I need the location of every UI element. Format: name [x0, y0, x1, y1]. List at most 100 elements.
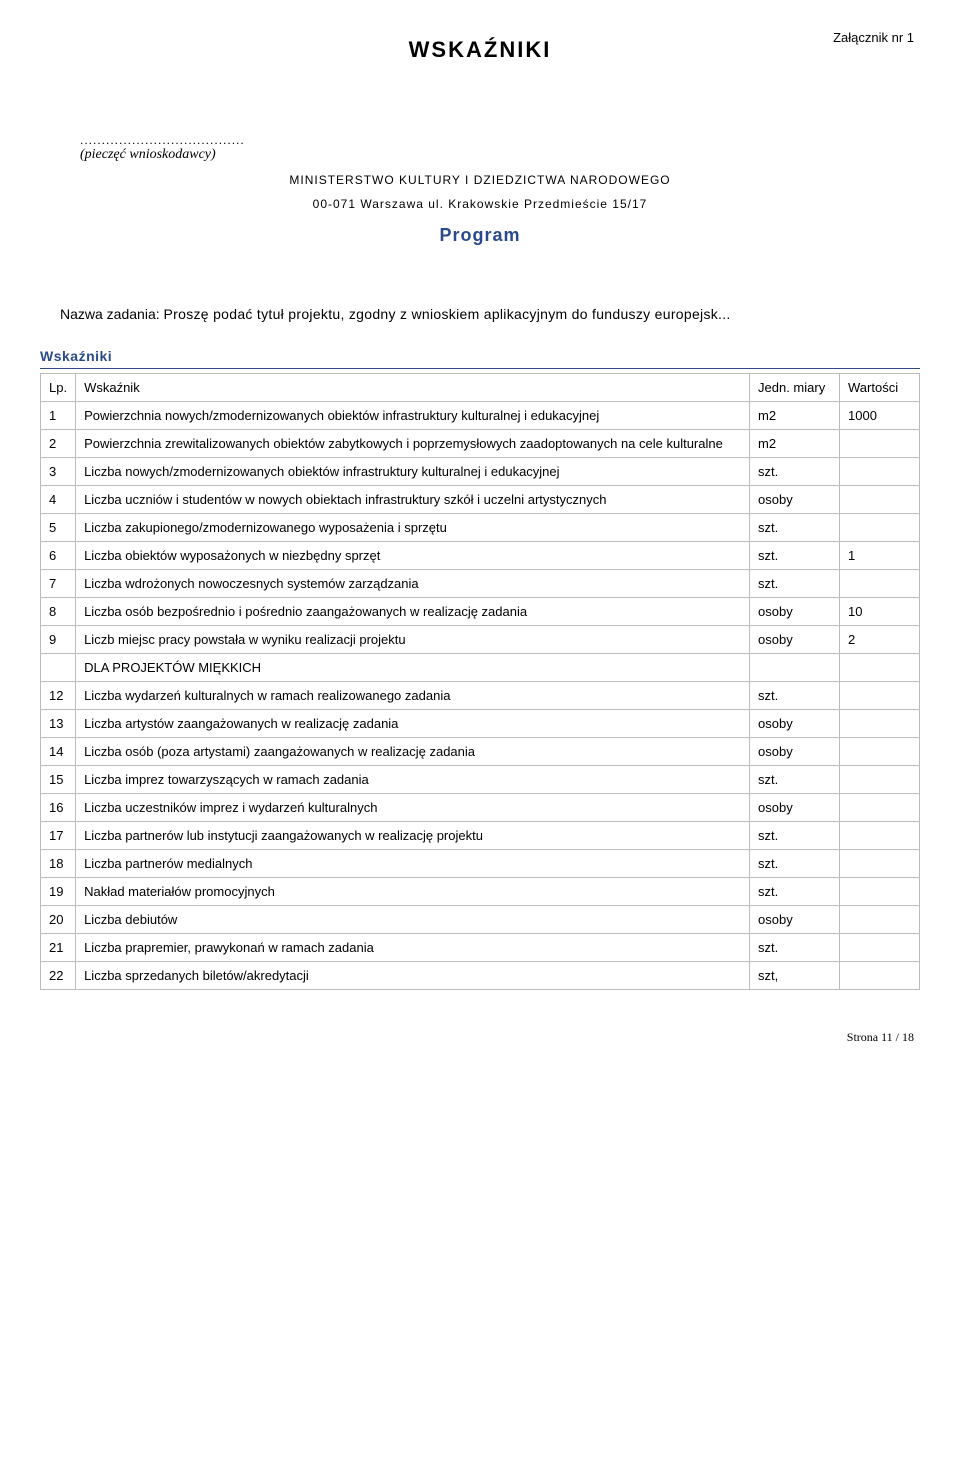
cell-unit: szt.	[750, 934, 840, 962]
header-name: Wskaźnik	[76, 374, 750, 402]
cell-name: Liczba osób (poza artystami) zaangażowan…	[76, 738, 750, 766]
table-row: 18Liczba partnerów medialnychszt.	[41, 850, 920, 878]
cell-value	[840, 738, 920, 766]
cell-unit: szt.	[750, 570, 840, 598]
task-value: Proszę podać tytuł projektu, zgodny z wn…	[164, 306, 731, 322]
cell-value	[840, 654, 920, 682]
cell-lp: 12	[41, 682, 76, 710]
cell-name: Liczba artystów zaangażowanych w realiza…	[76, 710, 750, 738]
table-row: 19Nakład materiałów promocyjnychszt.	[41, 878, 920, 906]
cell-value	[840, 486, 920, 514]
cell-unit: osoby	[750, 626, 840, 654]
cell-unit: szt.	[750, 822, 840, 850]
table-row: 8Liczba osób bezpośrednio i pośrednio za…	[41, 598, 920, 626]
table-row: 1Powierzchnia nowych/zmodernizowanych ob…	[41, 402, 920, 430]
cell-lp: 6	[41, 542, 76, 570]
cell-value: 1000	[840, 402, 920, 430]
table-row: 20Liczba debiutówosoby	[41, 906, 920, 934]
cell-unit: osoby	[750, 738, 840, 766]
cell-unit: osoby	[750, 906, 840, 934]
cell-unit: osoby	[750, 486, 840, 514]
table-row: 9Liczb miejsc pracy powstała w wyniku re…	[41, 626, 920, 654]
header-lp: Lp.	[41, 374, 76, 402]
cell-unit: osoby	[750, 710, 840, 738]
table-row: 22Liczba sprzedanych biletów/akredytacji…	[41, 962, 920, 990]
program-label: Program	[40, 225, 920, 246]
cell-value	[840, 822, 920, 850]
cell-lp: 22	[41, 962, 76, 990]
cell-lp: 7	[41, 570, 76, 598]
table-row: DLA PROJEKTÓW MIĘKKICH	[41, 654, 920, 682]
ministry-line1: MINISTERSTWO KULTURY I DZIEDZICTWA NAROD…	[40, 173, 920, 187]
cell-unit: szt.	[750, 682, 840, 710]
cell-unit: szt.	[750, 542, 840, 570]
cell-value	[840, 878, 920, 906]
header-unit: Jedn. miary	[750, 374, 840, 402]
cell-name: Liczba nowych/zmodernizowanych obiektów …	[76, 458, 750, 486]
table-row: 17Liczba partnerów lub instytucji zaanga…	[41, 822, 920, 850]
cell-lp: 21	[41, 934, 76, 962]
cell-lp: 3	[41, 458, 76, 486]
cell-name: Liczba imprez towarzyszących w ramach za…	[76, 766, 750, 794]
table-row: 6Liczba obiektów wyposażonych w niezbędn…	[41, 542, 920, 570]
table-header-row: Lp. Wskaźnik Jedn. miary Wartości	[41, 374, 920, 402]
table-row: 21Liczba prapremier, prawykonań w ramach…	[41, 934, 920, 962]
cell-value	[840, 570, 920, 598]
cell-lp: 9	[41, 626, 76, 654]
cell-unit: szt.	[750, 766, 840, 794]
cell-name: Liczba uczniów i studentów w nowych obie…	[76, 486, 750, 514]
cell-lp: 8	[41, 598, 76, 626]
cell-value	[840, 962, 920, 990]
table-row: 15Liczba imprez towarzyszących w ramach …	[41, 766, 920, 794]
cell-name: Liczba obiektów wyposażonych w niezbędny…	[76, 542, 750, 570]
cell-value: 1	[840, 542, 920, 570]
cell-name: Liczba partnerów lub instytucji zaangażo…	[76, 822, 750, 850]
cell-lp	[41, 654, 76, 682]
page-footer: Strona 11 / 18	[40, 1030, 920, 1045]
cell-name: Powierzchnia nowych/zmodernizowanych obi…	[76, 402, 750, 430]
cell-unit: m2	[750, 402, 840, 430]
cell-unit: szt.	[750, 878, 840, 906]
ministry-line2: 00-071 Warszawa ul. Krakowskie Przedmieś…	[40, 197, 920, 211]
cell-lp: 2	[41, 430, 76, 458]
indicators-table: Lp. Wskaźnik Jedn. miary Wartości 1Powie…	[40, 373, 920, 990]
cell-name: Powierzchnia zrewitalizowanych obiektów …	[76, 430, 750, 458]
section-label: Wskaźniki	[40, 348, 920, 364]
table-row: 13Liczba artystów zaangażowanych w reali…	[41, 710, 920, 738]
cell-name: Liczba partnerów medialnych	[76, 850, 750, 878]
table-row: 4Liczba uczniów i studentów w nowych obi…	[41, 486, 920, 514]
cell-lp: 5	[41, 514, 76, 542]
cell-value	[840, 794, 920, 822]
cell-value	[840, 430, 920, 458]
cell-value	[840, 766, 920, 794]
cell-value	[840, 934, 920, 962]
table-row: 5Liczba zakupionego/zmodernizowanego wyp…	[41, 514, 920, 542]
cell-value	[840, 458, 920, 486]
table-row: 14Liczba osób (poza artystami) zaangażow…	[41, 738, 920, 766]
cell-unit: szt,	[750, 962, 840, 990]
table-row: 7Liczba wdrożonych nowoczesnych systemów…	[41, 570, 920, 598]
cell-value: 10	[840, 598, 920, 626]
cell-value	[840, 850, 920, 878]
cell-lp: 16	[41, 794, 76, 822]
cell-unit: m2	[750, 430, 840, 458]
stamp-dots: ......................................	[80, 133, 920, 147]
cell-value: 2	[840, 626, 920, 654]
cell-unit	[750, 654, 840, 682]
cell-unit: osoby	[750, 794, 840, 822]
cell-lp: 17	[41, 822, 76, 850]
section-divider	[40, 368, 920, 369]
cell-name: Nakład materiałów promocyjnych	[76, 878, 750, 906]
task-prefix: Nazwa zadania:	[60, 306, 160, 322]
cell-name: Liczba osób bezpośrednio i pośrednio zaa…	[76, 598, 750, 626]
cell-value	[840, 514, 920, 542]
cell-value	[840, 906, 920, 934]
cell-value	[840, 710, 920, 738]
header-value: Wartości	[840, 374, 920, 402]
cell-name: Liczba uczestników imprez i wydarzeń kul…	[76, 794, 750, 822]
table-row: 3Liczba nowych/zmodernizowanych obiektów…	[41, 458, 920, 486]
cell-lp: 18	[41, 850, 76, 878]
table-row: 16Liczba uczestników imprez i wydarzeń k…	[41, 794, 920, 822]
cell-name: Liczba debiutów	[76, 906, 750, 934]
cell-name: Liczba wydarzeń kulturalnych w ramach re…	[76, 682, 750, 710]
